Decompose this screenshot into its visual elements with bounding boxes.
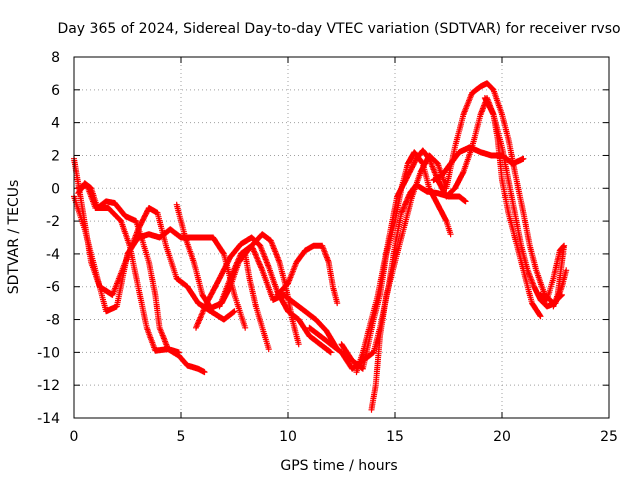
y-tick-label: -2	[46, 214, 60, 230]
y-tick-label: 4	[51, 116, 60, 132]
data-point-marks	[274, 242, 341, 307]
y-tick-label: -8	[46, 313, 60, 329]
x-tick-label: 15	[386, 429, 404, 445]
y-tick-label: 0	[51, 181, 60, 197]
y-tick-label: -14	[37, 411, 60, 427]
data-point-marks	[242, 250, 272, 353]
series-track-9	[274, 242, 341, 307]
plot-frame	[73, 56, 610, 419]
x-axis-ticks: 0 5 10 15 20 25	[70, 57, 618, 445]
series-track-16	[537, 242, 568, 310]
y-tick-label: 6	[51, 83, 60, 99]
data-points	[71, 80, 570, 413]
series-track-8	[242, 250, 272, 353]
x-tick-label: 5	[177, 429, 186, 445]
x-tick-label: 10	[279, 429, 297, 445]
series-track-4	[75, 180, 182, 356]
chart-title: Day 365 of 2024, Sidereal Day-to-day VTE…	[57, 21, 620, 37]
x-tick-label: 0	[70, 429, 79, 445]
data-point-marks	[368, 80, 565, 413]
y-tick-label: -10	[37, 345, 60, 361]
x-tick-label: 25	[600, 429, 618, 445]
y-tick-label: -12	[37, 378, 60, 394]
y-axis-ticks: -14 -12 -10 -8 -6 -4 -2 0 2 4 6 8	[37, 50, 609, 427]
data-point-marks	[537, 242, 568, 310]
y-tick-label: -4	[46, 247, 60, 263]
y-tick-label: 8	[51, 50, 60, 66]
x-axis-label: GPS time / hours	[280, 458, 397, 474]
x-tick-label: 20	[493, 429, 511, 445]
y-tick-label: 2	[51, 148, 60, 164]
y-tick-label: -6	[46, 280, 60, 296]
data-point-marks	[75, 180, 182, 356]
y-axis-label: SDTVAR / TECUs	[6, 180, 22, 295]
series-track-13	[368, 80, 565, 413]
